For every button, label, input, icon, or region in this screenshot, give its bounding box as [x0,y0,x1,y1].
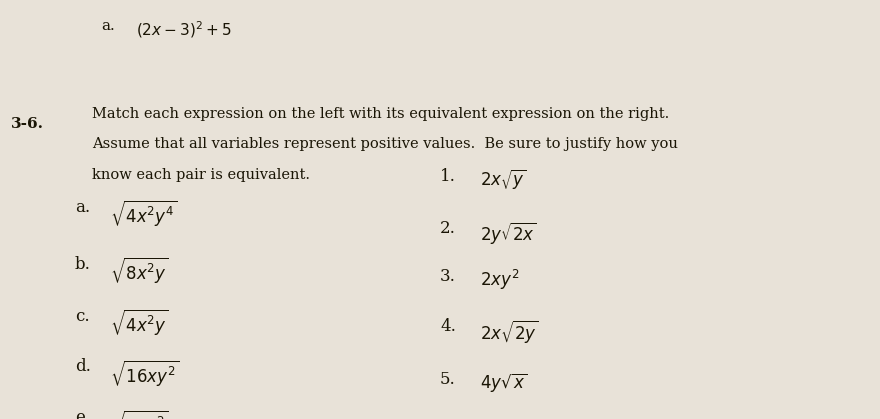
Text: $\sqrt{8xy^2}$: $\sqrt{8xy^2}$ [110,409,169,419]
Text: 4.: 4. [440,318,456,336]
Text: a.: a. [101,19,115,33]
Text: e.: e. [75,409,90,419]
Text: $2x\sqrt{y}$: $2x\sqrt{y}$ [480,168,526,191]
Text: 1.: 1. [440,168,456,185]
Text: $(2x-3)^2+5$: $(2x-3)^2+5$ [136,19,232,39]
Text: 3-6.: 3-6. [11,117,44,131]
Text: $\sqrt{4x^2y^4}$: $\sqrt{4x^2y^4}$ [110,199,178,229]
Text: $\sqrt{8x^2y}$: $\sqrt{8x^2y}$ [110,256,169,286]
Text: c.: c. [75,308,90,325]
Text: Match each expression on the left with its equivalent expression on the right.: Match each expression on the left with i… [92,107,670,121]
Text: $4y\sqrt{x}$: $4y\sqrt{x}$ [480,371,526,394]
Text: d.: d. [75,358,91,375]
Text: b.: b. [75,256,91,273]
Text: Assume that all variables represent positive values.  Be sure to justify how you: Assume that all variables represent posi… [92,137,678,151]
Text: know each pair is equivalent.: know each pair is equivalent. [92,168,311,182]
Text: 5.: 5. [440,371,456,388]
Text: 2.: 2. [440,220,456,237]
Text: 3.: 3. [440,268,456,285]
Text: $\sqrt{16xy^2}$: $\sqrt{16xy^2}$ [110,358,180,388]
Text: $\sqrt{4x^2y}$: $\sqrt{4x^2y}$ [110,308,169,338]
Text: $2x\sqrt{2y}$: $2x\sqrt{2y}$ [480,318,539,346]
Text: a.: a. [75,199,90,216]
Text: $2y\sqrt{2x}$: $2y\sqrt{2x}$ [480,220,536,246]
Text: $2xy^2$: $2xy^2$ [480,268,519,292]
